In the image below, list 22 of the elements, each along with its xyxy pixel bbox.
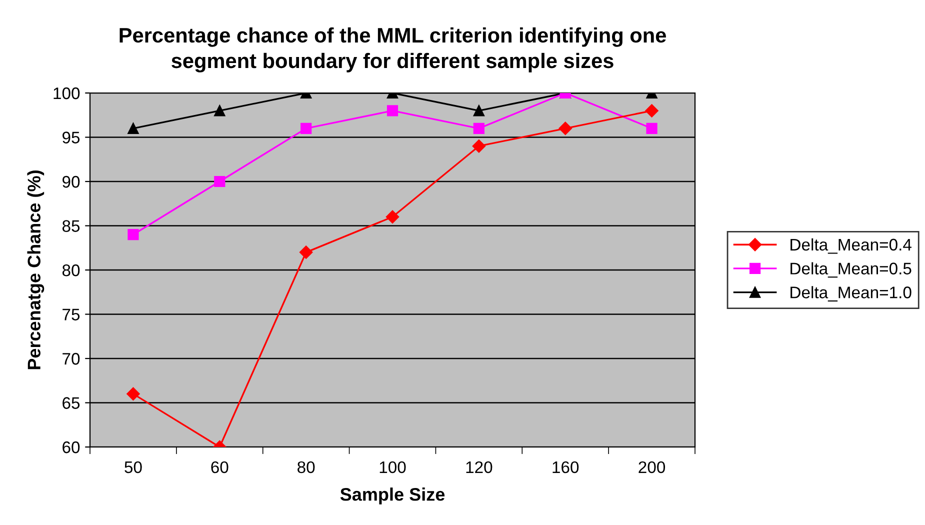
y-tick-label: 65 (62, 397, 80, 409)
x-tick-label: 80 (298, 461, 315, 474)
legend-label: Delta_Mean=1.0 (790, 286, 912, 302)
y-tick-label: 80 (62, 264, 80, 276)
legend-label: Delta_Mean=0.5 (790, 262, 912, 278)
y-tick-label: 100 (54, 87, 80, 100)
y-tick-label: 85 (62, 220, 80, 232)
x-axis-title: Sample Size (340, 488, 445, 504)
x-tick-label: 50 (124, 461, 142, 474)
y-axis-title: Percenatge Chance (%) (27, 170, 44, 370)
chart-title: Percentage chance of the MML criterion identifying one segment boundary for different sample sizes (120, 27, 666, 72)
x-tick-label: 60 (211, 461, 228, 474)
y-tick-label: 70 (62, 352, 80, 365)
x-tick-label: 100 (380, 461, 406, 474)
y-tick-label: 60 (62, 441, 80, 454)
x-tick-label: 160 (552, 461, 579, 474)
x-tick-label: 120 (466, 461, 492, 474)
y-tick-label: 90 (62, 176, 80, 188)
y-tick-label: 75 (62, 308, 80, 320)
y-tick-label: 95 (62, 132, 80, 144)
legend-label: Delta_Mean=0.4 (790, 238, 912, 254)
x-tick-label: 200 (638, 461, 666, 474)
